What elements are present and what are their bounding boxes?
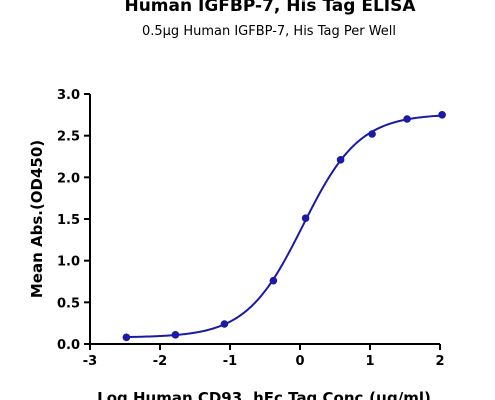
y-tick-label: 0.0	[57, 338, 80, 353]
y-axis-ticks: 0.0 0.5 1.0 1.5 2.0 2.5 3.0	[57, 88, 90, 353]
y-tick-label: 2.5	[57, 130, 80, 145]
y-tick-label: 1.5	[57, 213, 80, 228]
x-tick-label: -3	[83, 354, 97, 369]
fit-curve	[126, 114, 443, 339]
y-axis-label: Mean Abs.(OD450)	[28, 140, 46, 298]
x-tick-label: 1	[365, 354, 374, 369]
data-points	[122, 111, 446, 342]
axes	[89, 94, 440, 345]
x-tick-label: -2	[153, 354, 167, 369]
data-point	[220, 320, 229, 328]
data-point	[122, 333, 131, 342]
data-point	[336, 156, 345, 164]
chart-title: Human IGFBP-7, His Tag ELISA	[124, 0, 416, 16]
data-point	[368, 130, 376, 138]
x-axis-ticks: -3 -2 -1 0 1 2	[83, 344, 445, 369]
data-point	[301, 214, 310, 222]
y-tick-label: 3.0	[57, 88, 80, 103]
y-tick-label: 0.5	[57, 296, 80, 311]
data-point	[438, 111, 446, 119]
x-tick-label: 0	[295, 354, 304, 369]
x-axis-label: Log Human CD93, hFc Tag Conc.(μg/ml)	[97, 389, 431, 400]
y-tick-label: 2.0	[57, 171, 80, 186]
x-tick-label: -1	[223, 354, 237, 369]
x-tick-label: 2	[435, 354, 444, 369]
data-point	[269, 276, 278, 285]
y-tick-label: 1.0	[57, 255, 80, 270]
chart-subtitle: 0.5μg Human IGFBP-7, His Tag Per Well	[142, 24, 396, 39]
data-point	[403, 115, 411, 123]
data-point	[171, 331, 180, 339]
